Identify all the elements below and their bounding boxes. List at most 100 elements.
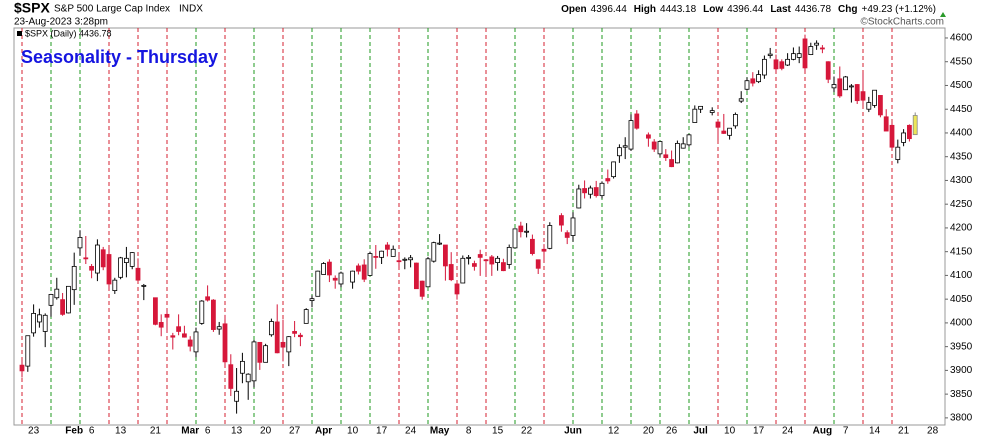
candle-body — [77, 237, 83, 249]
candle-body — [315, 270, 321, 297]
candle-body — [152, 297, 158, 325]
candle-body — [280, 341, 286, 348]
quote-value: 4396.44 — [591, 4, 628, 15]
y-tick-label: 3950 — [950, 341, 973, 352]
x-tick-label: 15 — [492, 426, 504, 437]
y-tick-label: 3900 — [950, 365, 973, 376]
candle-body — [843, 76, 848, 91]
candle-body — [228, 364, 234, 389]
candle-body — [89, 265, 94, 271]
x-tick-label: 23 — [28, 426, 40, 437]
candle-body — [361, 264, 367, 280]
candle-body — [373, 256, 379, 258]
y-tick-label: 4550 — [950, 56, 973, 67]
candle-body — [396, 260, 402, 263]
quote-value: 4443.18 — [660, 4, 697, 15]
candle-body — [205, 296, 211, 301]
candle-body — [286, 336, 292, 353]
candle-body — [831, 84, 837, 89]
candle-body — [124, 257, 129, 263]
candle-body — [820, 47, 825, 50]
y-tick-label: 4200 — [950, 223, 973, 234]
candle-body — [738, 98, 744, 102]
x-tick-label: 17 — [376, 426, 388, 437]
candle-body — [297, 334, 303, 338]
candle-body — [628, 120, 634, 150]
candle-body — [895, 146, 901, 160]
candle-body — [686, 134, 692, 146]
candle-body — [878, 95, 883, 116]
candle-body — [454, 283, 460, 295]
symbol: $SPX — [14, 0, 50, 16]
candle-body — [889, 124, 895, 148]
x-tick-label: 26 — [666, 426, 678, 437]
x-tick-label: 10 — [724, 426, 736, 437]
candle-body — [500, 262, 506, 272]
candle-body — [274, 321, 280, 354]
candle-body — [854, 84, 860, 102]
candle-body — [19, 364, 25, 372]
candle-body — [849, 85, 854, 88]
y-tick-label: 4000 — [950, 318, 973, 329]
quote-value: 4436.78 — [795, 4, 832, 15]
candle-body — [796, 53, 802, 58]
quote-label: Open — [561, 4, 587, 15]
candle-body — [860, 91, 866, 101]
x-tick-label: 14 — [869, 426, 881, 437]
x-tick-label: 6 — [89, 426, 95, 437]
x-tick-label: 28 — [927, 426, 939, 437]
y-tick-label: 4400 — [950, 128, 973, 139]
candle-body — [379, 250, 385, 258]
candle-body — [872, 89, 877, 106]
y-tick-label: 4050 — [950, 294, 973, 305]
candle-body — [118, 257, 123, 278]
y-tick-label: 4450 — [950, 104, 973, 115]
legend: $SPX (Daily) 4436.78 — [25, 28, 112, 38]
quote-label: High — [634, 4, 656, 15]
y-tick-label: 4250 — [950, 199, 973, 210]
y-tick-label: 4150 — [950, 246, 973, 257]
candle-body — [721, 130, 727, 134]
x-tick-label: 20 — [643, 426, 655, 437]
candle-body — [733, 114, 738, 127]
candle-body — [744, 80, 750, 90]
x-tick-label: 8 — [466, 426, 472, 437]
candle-body — [350, 270, 356, 283]
candle-body — [129, 252, 135, 267]
candle-body — [112, 279, 118, 292]
up-arrow — [940, 12, 946, 17]
x-tick-label: 24 — [405, 426, 417, 437]
candle-body — [66, 285, 71, 314]
x-tick-label: Jun — [564, 426, 582, 437]
candle-body — [912, 115, 918, 136]
candle-body — [814, 42, 819, 46]
candle-body — [680, 143, 686, 149]
x-tick-label: May — [430, 426, 450, 437]
candle-body — [193, 331, 199, 353]
candle-body — [48, 294, 54, 306]
x-tick-label: 27 — [289, 426, 301, 437]
candle-body — [164, 313, 170, 318]
candle-body — [559, 215, 564, 226]
candle-body — [263, 345, 269, 363]
candle-body — [95, 244, 100, 274]
candle-body — [25, 335, 31, 367]
candle-body — [576, 188, 582, 209]
y-tick-label: 4500 — [950, 80, 973, 91]
x-tick-label: 17 — [753, 426, 765, 437]
x-tick-label: Jul — [693, 426, 708, 437]
candle-body — [530, 238, 535, 254]
candle-body — [216, 326, 222, 330]
candle-body — [170, 335, 176, 338]
candle-body — [37, 314, 42, 323]
candle-body — [402, 258, 408, 261]
y-tick-label: 3850 — [950, 389, 973, 400]
candle-body — [413, 262, 419, 290]
candle-body — [750, 78, 756, 84]
candle-body — [303, 309, 309, 324]
candle-body — [460, 257, 466, 284]
candle-body — [100, 249, 106, 268]
candle-body — [83, 257, 89, 260]
candle-body — [181, 333, 187, 338]
candle-body — [477, 254, 483, 258]
